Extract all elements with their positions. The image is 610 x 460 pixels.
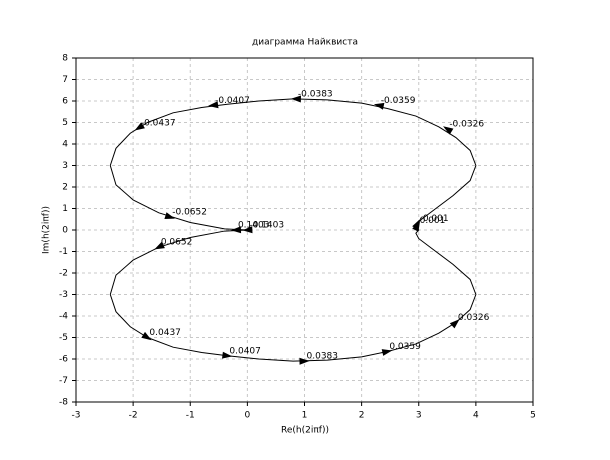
x-tick-label: -2 bbox=[129, 411, 138, 421]
y-tick-label: -1 bbox=[59, 247, 68, 257]
frequency-label: -0.0437 bbox=[141, 118, 176, 128]
y-tick-label: -7 bbox=[59, 376, 68, 386]
frequency-label: -0.1403 bbox=[249, 221, 284, 231]
y-tick-label: 1 bbox=[62, 204, 68, 214]
y-tick-label: 0 bbox=[62, 226, 68, 236]
frequency-label: 0.0437 bbox=[149, 328, 181, 338]
direction-arrow bbox=[299, 357, 310, 365]
frequency-label: -0.0326 bbox=[449, 119, 484, 129]
frequency-label: -0.0383 bbox=[298, 89, 333, 99]
direction-arrow bbox=[154, 241, 165, 250]
y-tick-label: -6 bbox=[59, 355, 68, 365]
y-tick-label: -2 bbox=[59, 269, 68, 279]
y-tick-label: 6 bbox=[62, 97, 68, 107]
direction-arrow bbox=[290, 95, 301, 103]
direction-arrow bbox=[141, 331, 152, 341]
plot-frame bbox=[75, 57, 534, 403]
y-axis-label: Im(h(2iπf)) bbox=[42, 206, 52, 254]
y-tick-label: 5 bbox=[62, 118, 68, 128]
direction-arrow bbox=[412, 221, 420, 232]
chart-title: диаграмма Найквиста bbox=[252, 38, 358, 48]
frequency-label: 0.0652 bbox=[161, 238, 193, 248]
direction-arrow bbox=[443, 126, 454, 135]
direction-arrow bbox=[449, 319, 460, 329]
y-tick-label: 2 bbox=[62, 183, 68, 193]
x-tick-label: 1 bbox=[302, 411, 308, 421]
frequency-label: 0.0359 bbox=[389, 342, 421, 352]
direction-arrow bbox=[381, 349, 393, 356]
y-tick-label: -5 bbox=[59, 333, 68, 343]
x-tick-label: 5 bbox=[530, 411, 536, 421]
frequency-label: -0.001 bbox=[420, 214, 449, 224]
x-tick-label: 3 bbox=[416, 411, 422, 421]
frequency-label: 0.0326 bbox=[458, 313, 490, 323]
y-tick-label: 3 bbox=[62, 161, 68, 171]
frequency-label: -0.0407 bbox=[215, 96, 250, 106]
frequency-label: -0.0359 bbox=[381, 96, 416, 106]
x-axis-label: Re(h(2iπf)) bbox=[281, 426, 329, 436]
direction-arrow bbox=[373, 102, 385, 110]
frequency-label: 0.001 bbox=[420, 216, 446, 226]
x-tick-label: 4 bbox=[473, 411, 479, 421]
frequency-label: 0.0383 bbox=[307, 352, 339, 362]
y-tick-label: -4 bbox=[59, 312, 68, 322]
y-tick-label: 7 bbox=[62, 75, 68, 85]
direction-arrow bbox=[164, 212, 175, 219]
y-tick-label: -8 bbox=[59, 398, 68, 408]
nyquist-curve bbox=[109, 98, 477, 362]
y-tick-label: 8 bbox=[62, 54, 68, 64]
y-tick-label: 4 bbox=[62, 140, 68, 150]
x-tick-label: -3 bbox=[72, 411, 81, 421]
y-tick-label: -3 bbox=[59, 290, 68, 300]
frequency-label: 0.1403 bbox=[238, 221, 270, 231]
frequency-label: -0.0652 bbox=[172, 208, 207, 218]
direction-arrow bbox=[134, 122, 145, 131]
x-tick-label: 2 bbox=[359, 411, 365, 421]
direction-arrow bbox=[208, 101, 219, 109]
frequency-label: 0.0407 bbox=[229, 346, 261, 356]
direction-arrow bbox=[222, 351, 233, 359]
direction-arrow bbox=[231, 226, 242, 234]
direction-arrow bbox=[242, 226, 253, 234]
x-tick-label: 0 bbox=[245, 411, 251, 421]
x-tick-label: -1 bbox=[186, 411, 195, 421]
